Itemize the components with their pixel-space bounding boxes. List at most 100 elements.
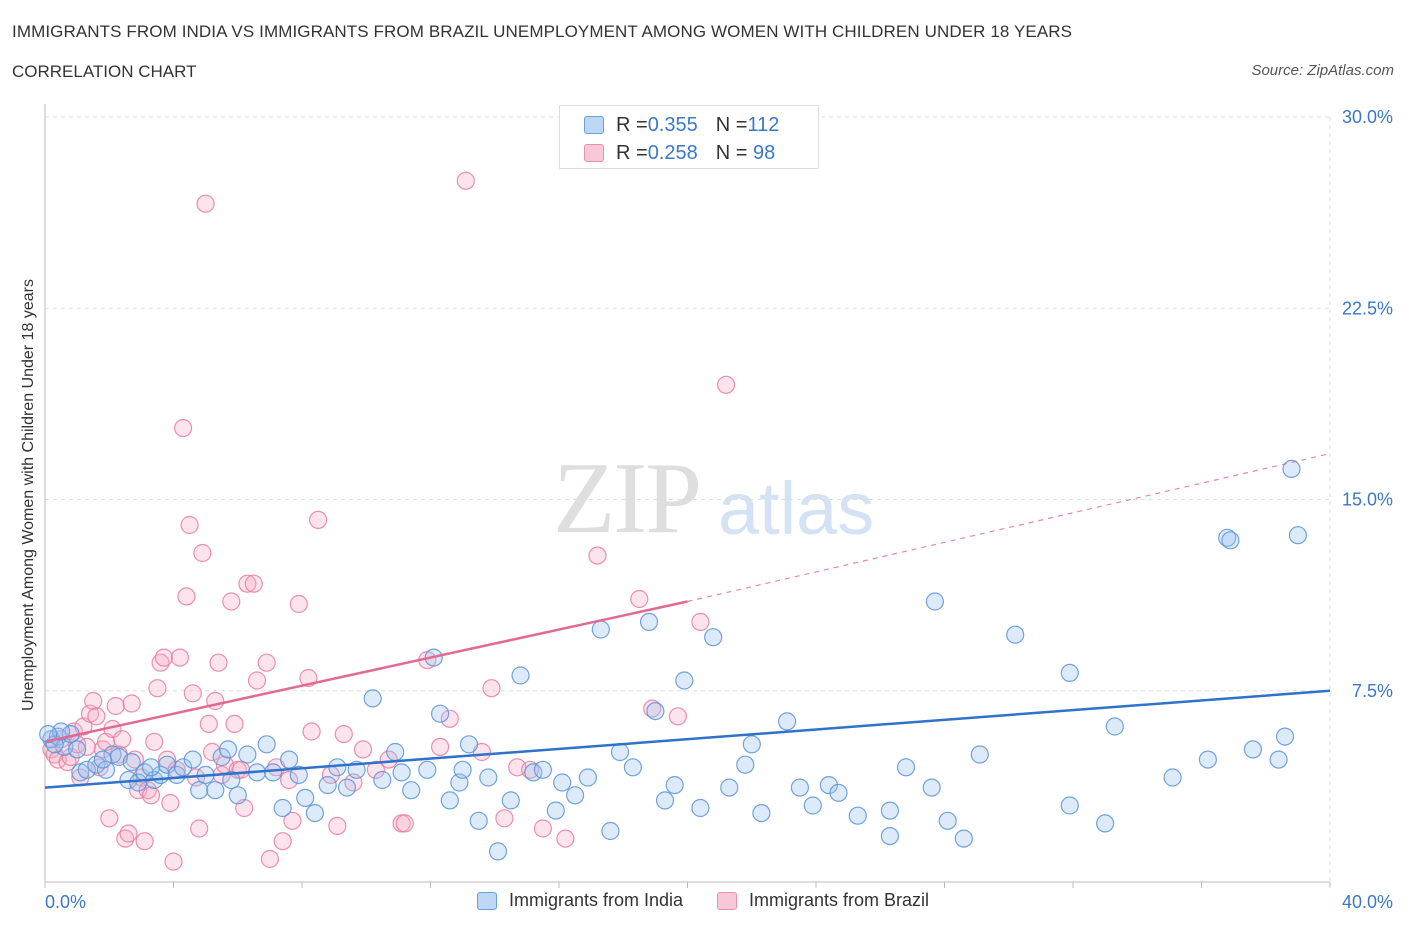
brazil-point [193, 543, 212, 563]
india-point [93, 750, 112, 769]
india-point [190, 781, 209, 800]
brazil-point [209, 653, 228, 672]
india-point [736, 755, 755, 774]
brazil-point [196, 194, 215, 213]
brazil-point [643, 699, 662, 718]
brazil-point [112, 730, 132, 749]
india-point [922, 778, 941, 797]
india-point [655, 791, 675, 810]
india-point [392, 763, 411, 782]
brazil-point [148, 679, 167, 698]
legend-brazil-n-label: N = [715, 141, 748, 164]
brazil-point [456, 171, 475, 190]
brazil-point [257, 653, 276, 672]
india-point [219, 740, 238, 759]
brazil-point [135, 832, 154, 851]
x-tick-label: 0.0% [45, 892, 86, 912]
brazil-point [106, 696, 125, 716]
india-point [546, 801, 565, 820]
india-point [122, 752, 141, 772]
brazil-point [495, 809, 514, 828]
india-point [691, 798, 710, 818]
brazil-point [100, 809, 119, 828]
india-point [402, 781, 421, 800]
india-point [565, 786, 585, 805]
legend-swatch-india [584, 116, 604, 134]
brazil-point [289, 594, 308, 614]
india-point [1198, 750, 1218, 769]
india-point [1288, 526, 1308, 545]
india-point [264, 763, 283, 782]
brazil-point [183, 684, 202, 703]
india-point [337, 778, 357, 797]
brazil-point [353, 740, 373, 759]
correlation-legend: R = 0.355 N = 112 R = 0.258 N = 98 [559, 105, 819, 169]
legend-item-brazil[interactable]: Immigrants from Brazil [717, 890, 929, 911]
legend-brazil-n-value: 98 [747, 141, 776, 164]
brazil-point [533, 819, 553, 838]
brazil-point [164, 852, 183, 871]
india-point [610, 742, 630, 762]
legend-swatch-india-bottom [476, 891, 497, 910]
legend-brazil-r-label: R = [616, 141, 648, 164]
india-point [1105, 717, 1124, 736]
chart-title: IMMIGRANTS FROM INDIA VS IMMIGRANTS FROM… [12, 22, 1073, 41]
india-point [553, 773, 572, 792]
india-point [373, 770, 392, 790]
brazil-point [177, 587, 196, 606]
brazil-point [190, 819, 209, 838]
brazil-point [122, 694, 141, 713]
india-point [704, 628, 723, 647]
legend-india-n-value: 112 [747, 113, 780, 136]
india-point [646, 701, 665, 721]
brazil-trend-extension [687, 453, 1331, 603]
legend-swatch-brazil [584, 144, 604, 162]
india-point [675, 671, 694, 690]
brazil-point [395, 814, 414, 833]
x-tick-label: 40.0% [1342, 892, 1393, 912]
brazil-point [556, 829, 575, 848]
brazil-point [588, 546, 607, 565]
brazil-point [379, 750, 398, 769]
brazil-point [119, 824, 138, 843]
india-point [819, 775, 839, 795]
legend-row-brazil: R = 0.258 N = 98 [584, 141, 775, 165]
y-tick-label: 30.0% [1342, 107, 1393, 127]
brazil-point [260, 849, 279, 869]
legend-item-india[interactable]: Immigrants from India [476, 890, 683, 911]
india-point [1282, 459, 1301, 478]
india-point [1218, 528, 1237, 547]
india-point [752, 803, 771, 823]
brazil-trend-line [44, 600, 688, 743]
brazil-point [440, 709, 459, 728]
india-point [880, 826, 900, 846]
india-point [533, 760, 553, 779]
y-axis-label: Unemployment Among Women with Children U… [20, 279, 37, 711]
india-point [803, 796, 822, 815]
y-tick-label: 7.5% [1352, 681, 1393, 701]
brazil-point [199, 714, 218, 734]
india-point [720, 778, 739, 797]
india-point [777, 712, 797, 731]
india-point [206, 781, 225, 800]
india-point [238, 745, 257, 764]
india-point [896, 758, 916, 777]
india-point [453, 760, 472, 779]
brazil-point [302, 722, 321, 741]
india-point [1269, 750, 1288, 769]
y-tick-label: 15.0% [1342, 490, 1393, 510]
brazil-point [273, 832, 292, 851]
india-point [77, 760, 96, 779]
legend-india-r-label: R = [616, 113, 648, 136]
india-point [296, 788, 315, 808]
india-point [1243, 740, 1263, 759]
brazil-point [482, 679, 501, 698]
brazil-point [247, 671, 267, 690]
legend-label-brazil: Immigrants from Brazil [749, 890, 930, 910]
india-point [289, 765, 308, 785]
india-point [954, 829, 973, 848]
india-point [469, 811, 488, 830]
india-point [829, 783, 848, 802]
